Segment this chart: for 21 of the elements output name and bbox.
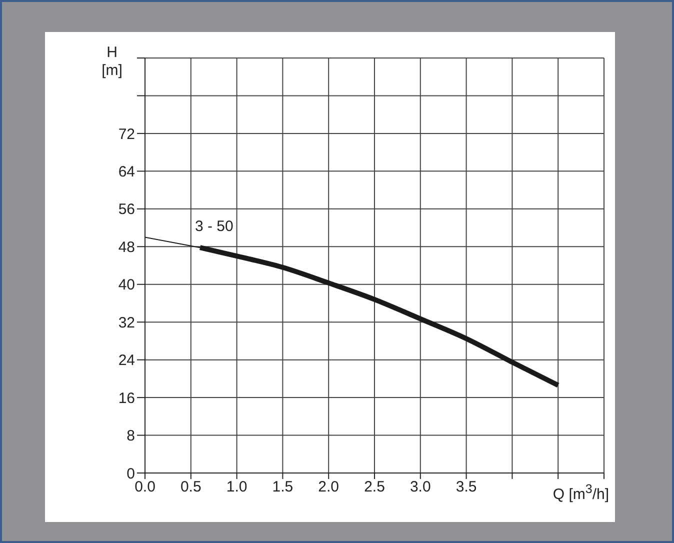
y-tick-label: 24 — [118, 352, 135, 370]
x-tick-label: 1.5 — [272, 478, 294, 496]
y-tick-label: 72 — [118, 126, 135, 143]
y-axis-title: H [m] — [100, 44, 124, 80]
annotation: 3 - 50 — [193, 218, 236, 235]
x-tick-label: 3.0 — [410, 478, 431, 496]
x-tick-label: 2.0 — [318, 478, 340, 496]
y-tick-label: 0 — [126, 465, 135, 482]
y-tick-label: 8 — [126, 428, 135, 445]
x-tick-label: 3.5 — [456, 478, 477, 496]
y-tick-label: 64 — [118, 164, 135, 181]
y-tick-label: 48 — [118, 238, 135, 256]
y-tick-label: 32 — [118, 314, 135, 332]
y-tick-label: 56 — [118, 201, 135, 218]
x-axis-title: Q [m$^{3}$/h] — [552, 482, 609, 503]
y-tick-label: 40 — [118, 276, 135, 294]
x-tick-label: 2.5 — [364, 478, 385, 496]
x-tick-label: 1.0 — [226, 478, 248, 496]
x-tick-label: 0.0 — [134, 478, 156, 496]
y-tick-label: 16 — [118, 390, 135, 407]
x-tick-label: 0.5 — [180, 478, 202, 496]
